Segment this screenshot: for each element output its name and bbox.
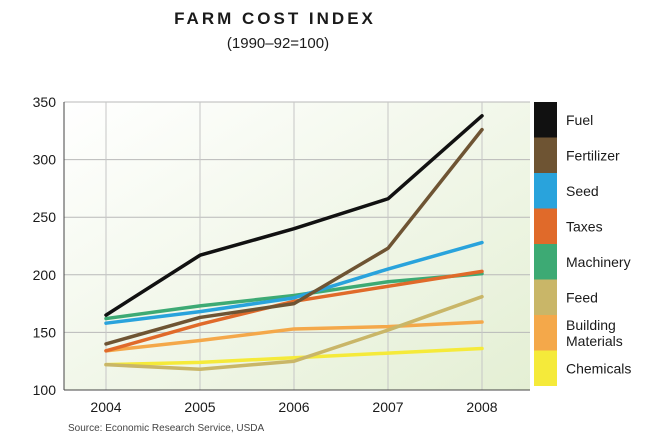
legend-label-part: Building	[566, 317, 616, 333]
legend-label-fuel: Fuel	[566, 112, 593, 128]
legend-label-part: Materials	[566, 333, 623, 349]
legend-swatch-taxes	[534, 208, 557, 244]
x-tick-label: 2004	[90, 399, 121, 415]
y-tick-label: 200	[33, 267, 57, 283]
x-tick-label: 2005	[184, 399, 215, 415]
y-tick-label: 250	[33, 209, 57, 225]
y-tick-label: 350	[33, 94, 57, 110]
legend-label-machinery: Machinery	[566, 254, 631, 270]
legend-label-feed: Feed	[566, 289, 598, 305]
legend-label-fertilizer: Fertilizer	[566, 147, 620, 163]
series-line-fertilizer	[104, 127, 484, 346]
source-note: Source: Economic Research Service, USDA	[68, 423, 265, 434]
series-line-chemicals	[104, 346, 484, 367]
legend-label-building-materials: Building Materials	[566, 317, 623, 349]
series-line-seed	[104, 240, 484, 325]
legend-swatch-machinery	[534, 244, 557, 280]
legend-swatch-seed	[534, 173, 557, 209]
legend: Fuel Fertilizer Seed Taxes Machinery Feed Buil…	[534, 102, 631, 386]
y-tick-label: 100	[33, 382, 57, 398]
legend-swatch-fuel	[534, 102, 557, 138]
legend-label-chemicals: Chemicals	[566, 360, 631, 376]
series-line-feed	[104, 294, 484, 372]
series-line-machinery	[104, 271, 484, 321]
y-tick-label: 300	[33, 152, 57, 168]
series-layer	[104, 114, 484, 372]
legend-label-taxes: Taxes	[566, 218, 603, 234]
legend-swatch-feed	[534, 279, 557, 315]
x-tick-label: 2007	[372, 399, 403, 415]
series-line-building-materials	[104, 320, 484, 353]
legend-swatch-fertilizer	[534, 137, 557, 173]
y-tick-label: 150	[33, 324, 57, 340]
legend-swatch-building-materials	[534, 315, 557, 351]
series-line-fuel	[104, 114, 484, 317]
axis-layer: 100 150 200 250 300 350 2004 2005 2006 2007 2008	[33, 94, 530, 415]
chart-subtitle: (1990–92=100)	[227, 35, 329, 52]
x-tick-label: 2006	[278, 399, 309, 415]
x-tick-label: 2008	[466, 399, 497, 415]
chart-title: FARM COST INDEX	[174, 9, 376, 28]
legend-swatch-chemicals	[534, 350, 557, 386]
legend-label-seed: Seed	[566, 183, 599, 199]
series-line-taxes	[104, 269, 484, 353]
